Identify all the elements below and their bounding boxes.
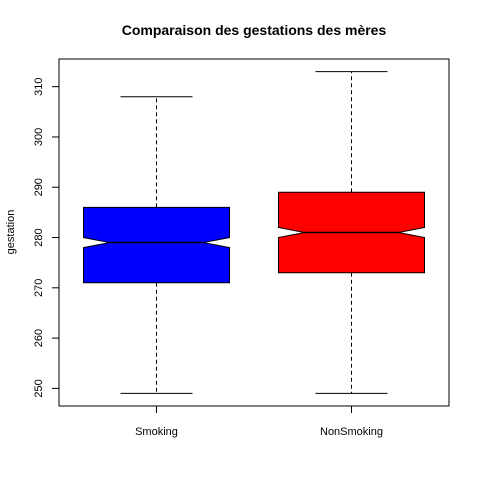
y-tick-label: 290 [33,178,45,196]
box-smoking [83,96,230,394]
x-tick-label: NonSmoking [320,426,383,438]
y-tick-label: 280 [33,228,45,246]
y-axis: 250 260 270 280 290 300 310 [33,77,60,398]
box-group [83,71,425,394]
chart-title: Comparaison des gestations des mères [122,22,387,38]
notched-box [83,206,230,284]
y-tick-label: 300 [33,128,45,146]
y-tick-label: 250 [33,379,45,397]
y-axis-label: gestation [5,210,17,255]
x-axis: Smoking NonSmoking [135,405,383,438]
x-tick-label: Smoking [135,426,178,438]
y-tick-label: 310 [33,77,45,95]
y-tick-label: 270 [33,279,45,297]
box-nonsmoking [278,71,425,394]
y-tick-label: 260 [33,329,45,347]
